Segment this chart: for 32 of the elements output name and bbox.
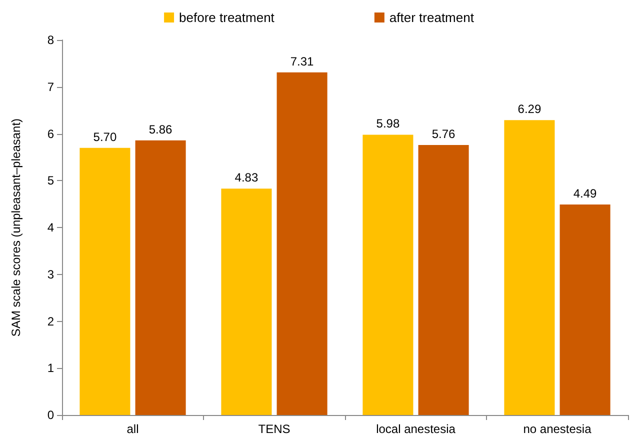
data-label: 4.49 [573,186,598,201]
bar [418,145,469,415]
data-label: 7.31 [290,54,314,68]
x-tick-label: all [126,422,139,436]
bar [362,134,414,415]
y-tick-label: 1 [47,361,54,376]
y-tick-label: 6 [47,126,54,141]
data-label: 5.70 [93,130,117,144]
y-axis-title: SAM scale scores (unpleasant–pleasant) [9,118,23,337]
y-tick-label: 2 [47,314,54,328]
data-label: 5.76 [432,127,456,141]
x-tick-label: local anestesia [376,422,456,436]
y-tick-label: 3 [47,267,54,282]
legend-label: after treatment [389,10,474,25]
y-tick-label: 8 [47,33,54,47]
x-tick-label: TENS [258,422,290,436]
x-tick-label: no anestesia [523,422,592,436]
data-label: 5.86 [148,122,173,136]
y-tick-label: 7 [47,80,54,94]
data-label: 6.29 [518,102,542,116]
bar [221,188,272,415]
bar [135,140,186,415]
legend-label: before treatment [179,10,275,25]
y-tick-label: 5 [47,174,54,188]
bar [276,72,328,415]
data-label: 5.98 [376,116,400,131]
y-tick-label: 4 [47,220,54,234]
data-label: 4.83 [234,170,258,185]
bar [560,204,610,415]
bar [80,148,130,415]
bar [504,120,555,415]
y-tick-label: 0 [47,408,54,422]
